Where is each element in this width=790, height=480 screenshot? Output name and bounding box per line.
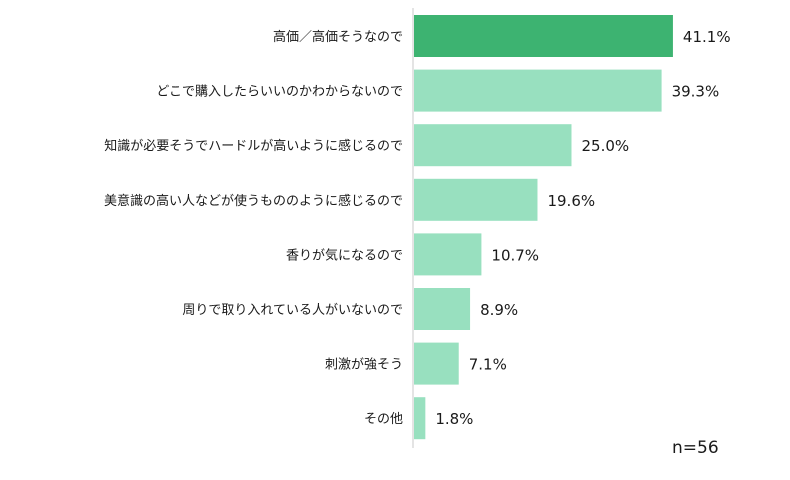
value-label: 19.6% <box>547 192 595 210</box>
category-label: 高価／高価そうなので <box>273 29 403 45</box>
value-labels: 41.1% 39.3% 25.0% 19.6% 10.7% 8.9% 7.1% 1.8% <box>435 28 730 428</box>
bar <box>414 124 572 167</box>
category-label: 美意識の高い人などが使うもののように感じるので <box>104 193 403 209</box>
category-labels: 高価／高価そうなのでどこで購入したらいいのかわからないので知識が必要そうでハード… <box>104 29 403 427</box>
value-label: 8.9% <box>480 301 518 319</box>
value-label: 7.1% <box>469 356 507 374</box>
bar <box>414 233 482 276</box>
value-label: 10.7% <box>491 246 539 264</box>
category-label: 知識が必要そうでハードルが高いように感じるので <box>104 138 403 154</box>
category-label: その他 <box>364 412 403 427</box>
category-label: どこで購入したらいいのかわからないので <box>156 85 403 100</box>
sample-size-label: n=56 <box>672 438 719 458</box>
value-label: 41.1% <box>683 28 731 46</box>
bar <box>414 342 459 385</box>
category-label: 周りで取り入れている人がいないので <box>182 303 403 318</box>
bar <box>414 397 426 440</box>
value-label: 1.8% <box>435 410 473 428</box>
bar <box>414 15 673 57</box>
bars <box>414 15 673 440</box>
bar <box>414 288 471 330</box>
category-label: 香りが気になるので <box>286 247 403 263</box>
category-label: 刺激が強そう <box>325 358 403 373</box>
value-label: 39.3% <box>672 83 720 101</box>
value-label: 25.0% <box>582 137 630 155</box>
bar <box>414 178 538 221</box>
bar <box>414 69 662 112</box>
